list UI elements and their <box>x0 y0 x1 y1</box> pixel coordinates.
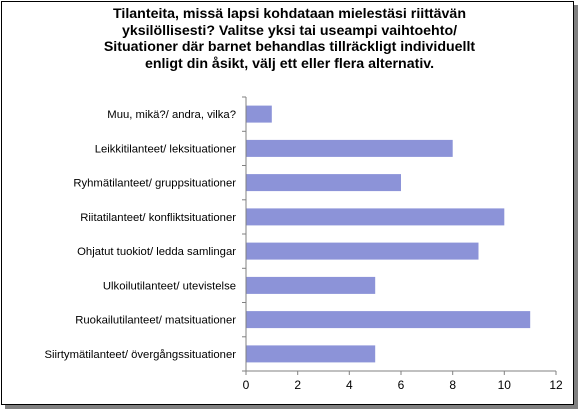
x-tick-label: 8 <box>449 378 456 392</box>
category-label: Siirtymätilanteet/ övergångssituationer <box>44 349 236 361</box>
x-tick-label: 2 <box>294 378 301 392</box>
category-label: Riitatilanteet/ konfliktsituationer <box>80 212 236 224</box>
chart-title-line: yksilöllisesti? Valitse yksi tai useampi… <box>121 22 458 39</box>
chart-title-line: Tilanteita, missä lapsi kohdataan mieles… <box>113 6 466 22</box>
category-label: Leikkitilanteet/ leksituationer <box>95 143 237 155</box>
category-label: Ulkoilutilanteet/ utevistelse <box>103 280 236 292</box>
category-label: Ruokailutilanteet/ matsituationer <box>75 315 236 327</box>
bar <box>246 139 453 157</box>
chart-frame <box>1 1 574 405</box>
chart-title: Tilanteita, missä lapsi kohdataan mieles… <box>0 6 579 72</box>
bar <box>246 208 505 226</box>
bar <box>246 345 376 363</box>
bar <box>246 242 479 260</box>
x-tick-label: 12 <box>549 378 563 392</box>
category-label: Muu, mikä?/ andra, vilka? <box>107 109 236 121</box>
category-label: Ohjatut tuokiot/ ledda samlingar <box>77 246 236 258</box>
bar <box>246 311 531 329</box>
bar <box>246 174 401 192</box>
x-tick-label: 10 <box>498 378 512 392</box>
x-tick-label: 6 <box>398 378 405 392</box>
category-label: Ryhmätilanteet/ gruppsituationer <box>73 178 236 190</box>
bar <box>246 105 272 123</box>
chart-title-line: enligt din åsikt, välj ett eller flera a… <box>144 55 435 72</box>
x-tick-label: 0 <box>243 378 250 392</box>
bar <box>246 276 376 294</box>
x-tick-label: 4 <box>346 378 353 392</box>
chart-title-line: Situationer där barnet behandlas tillräc… <box>103 39 476 55</box>
